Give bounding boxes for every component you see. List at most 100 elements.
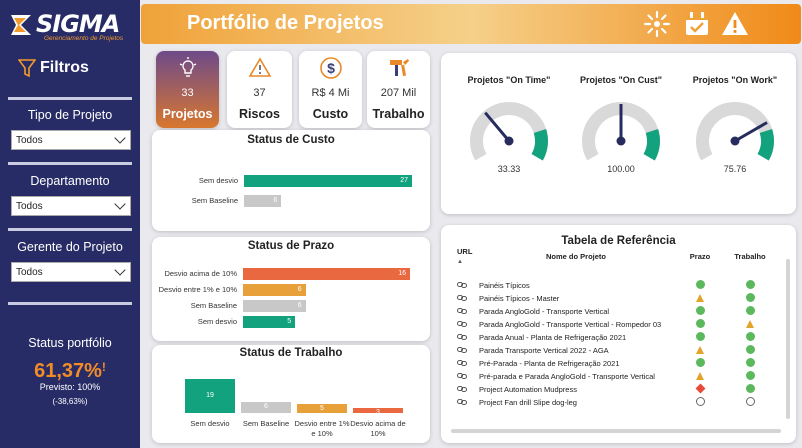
link-icon[interactable] <box>457 281 467 289</box>
table-row[interactable]: Project Automation Mudpress <box>455 383 775 396</box>
prazo-status <box>675 344 725 357</box>
status-portfolio-title: Status portfólio <box>28 336 112 350</box>
bar-label: Sem desvio <box>198 176 238 185</box>
table-row[interactable]: Project Fan drill Slipe dog-leg <box>455 396 775 409</box>
table-row[interactable]: Parada Transporte Vertical 2022 - AGA <box>455 344 775 357</box>
gauge-hub <box>730 136 740 146</box>
link-icon[interactable] <box>457 385 467 393</box>
url-cell[interactable] <box>455 279 477 292</box>
kpi-value: 33 <box>181 87 194 99</box>
table-row[interactable]: Parada Anual - Planta de Refrigeração 20… <box>455 331 775 344</box>
sun-icon[interactable] <box>643 10 671 38</box>
bar-value: 5 <box>287 318 292 325</box>
bar[interactable] <box>353 407 403 413</box>
kpi-card-custo[interactable]: $ R$ 4 Mi Custo <box>299 51 362 128</box>
status-warning-triangle <box>696 371 704 380</box>
table-row[interactable]: Painéis Típicos <box>455 279 775 292</box>
link-icon[interactable] <box>457 359 467 367</box>
bar[interactable] <box>243 316 296 328</box>
url-cell[interactable] <box>455 318 477 331</box>
filter-label-tipo: Tipo de Projeto <box>27 108 113 122</box>
link-icon[interactable] <box>457 346 467 354</box>
filter-select-tipo[interactable]: Todos <box>11 130 131 150</box>
status-green-dot <box>745 371 755 380</box>
prazo-status <box>675 318 725 331</box>
divider <box>8 302 132 305</box>
filters-title: Filtros <box>40 59 89 76</box>
bar-label: Sem desvio <box>197 317 237 326</box>
prazo-status <box>675 357 725 370</box>
bar[interactable] <box>243 284 306 296</box>
url-cell[interactable] <box>455 383 477 396</box>
filter-select-departamento[interactable]: Todos <box>11 196 131 216</box>
kpi-card-trabalho[interactable]: 207 Mil Trabalho <box>367 51 430 128</box>
table-row[interactable]: Painéis Típicos - Master <box>455 292 775 305</box>
gauge-needle <box>484 111 511 142</box>
prazo-status <box>675 331 725 344</box>
trabalho-status <box>725 292 775 305</box>
col-header-nome[interactable]: Nome do Projeto <box>545 251 606 261</box>
bar-value: 6 <box>297 302 302 309</box>
status-previsto: Previsto: 100% <box>39 382 101 392</box>
page-title: Portfólio de Projetos <box>187 12 384 34</box>
link-icon[interactable] <box>457 333 467 341</box>
col-header-url[interactable]: URL ▲ <box>457 247 473 265</box>
link-icon[interactable] <box>457 294 467 302</box>
warning-icon[interactable] <box>721 10 749 38</box>
bar[interactable] <box>244 175 412 187</box>
bar-label: Desvio acima de 10% <box>164 269 237 278</box>
url-cell[interactable] <box>455 357 477 370</box>
bar[interactable] <box>243 268 410 280</box>
bar-value: 6 <box>297 286 302 293</box>
bar-category-label: Sem desvio <box>190 419 230 428</box>
url-cell[interactable] <box>455 331 477 344</box>
table-spacer <box>455 265 775 279</box>
chevron-down-icon <box>114 132 126 144</box>
reference-table-card: Tabela de Referência URL ▲ Nome do Projet… <box>441 225 796 443</box>
url-cell[interactable] <box>455 305 477 318</box>
status-green-dot <box>745 293 755 302</box>
filter-select-gerente[interactable]: Todos <box>11 262 131 282</box>
gauge-hub <box>616 136 626 146</box>
table-row[interactable]: Pré-parada e Parada AngloGold - Transpor… <box>455 370 775 383</box>
kpi-value: R$ 4 Mi <box>311 87 350 99</box>
url-cell[interactable] <box>455 370 477 383</box>
bar-value: 3 <box>376 408 380 416</box>
bar[interactable] <box>185 379 235 413</box>
trabalho-status <box>725 357 775 370</box>
col-header-prazo[interactable]: Prazo <box>689 251 711 261</box>
link-icon[interactable] <box>457 398 467 406</box>
kpi-label: Projetos <box>162 107 213 121</box>
link-icon[interactable] <box>457 372 467 380</box>
gauges-svg: Projetos "On Time" 33.33 Projetos "On Cust… <box>468 75 778 174</box>
calendar-check-icon[interactable] <box>683 10 711 38</box>
table-row[interactable]: Parada AngloGold - Transporte Vertical <box>455 305 775 318</box>
table-vertical-scrollbar[interactable] <box>786 259 790 419</box>
table-scrollbar[interactable] <box>451 429 781 433</box>
bar[interactable] <box>297 404 347 413</box>
status-green-dot <box>745 358 755 367</box>
project-name: Parada Transporte Vertical 2022 - AGA <box>479 346 609 355</box>
project-name: Painéis Típicos - Master <box>479 294 560 303</box>
url-cell[interactable] <box>455 344 477 357</box>
gauge-title: Projetos "On Time" <box>468 75 551 85</box>
bar[interactable] <box>241 402 291 413</box>
dollar-icon: $ <box>319 57 342 79</box>
link-icon[interactable] <box>457 307 467 315</box>
gauge-target-band <box>531 128 548 161</box>
table-row[interactable]: Parada AngloGold - Transporte Vertical -… <box>455 318 775 331</box>
trabalho-status <box>725 279 775 292</box>
prazo-status <box>675 383 725 396</box>
chart-title: Status de Prazo <box>247 240 335 252</box>
kpi-card-riscos[interactable]: 37 Riscos <box>227 51 292 128</box>
bar[interactable] <box>243 300 306 312</box>
url-cell[interactable] <box>455 396 477 409</box>
status-green-dot <box>745 280 755 289</box>
url-cell[interactable] <box>455 292 477 305</box>
kpi-card-projetos[interactable]: 33 Projetos <box>156 51 219 128</box>
funnel-icon <box>18 59 36 78</box>
table-row[interactable]: Pré-Parada - Planta de Refrigeração 2021 <box>455 357 775 370</box>
link-icon[interactable] <box>457 320 467 328</box>
bar[interactable] <box>244 195 282 207</box>
col-header-trabalho[interactable]: Trabalho <box>734 251 766 261</box>
